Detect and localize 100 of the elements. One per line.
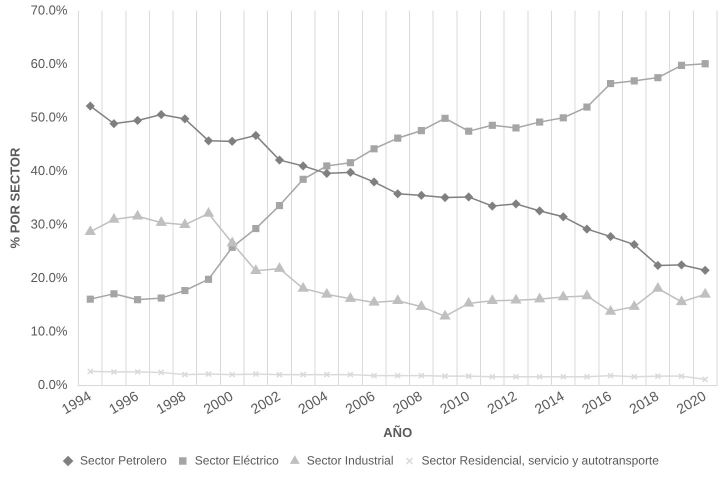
point: [180, 219, 190, 228]
point: [180, 114, 190, 124]
x-tick-label: 2010: [437, 388, 472, 418]
point: [300, 371, 306, 378]
point: [512, 373, 520, 380]
y-axis-title: % POR SECTOR: [7, 146, 22, 248]
point: [204, 276, 212, 283]
point: [156, 110, 166, 119]
point: [346, 159, 354, 166]
y-tick-label: 40.0%: [30, 162, 68, 178]
point: [630, 240, 638, 249]
point: [629, 300, 640, 310]
point: [488, 202, 497, 210]
point: [560, 114, 567, 122]
point: [394, 372, 401, 379]
point: [181, 287, 188, 294]
y-tick-label: 50.0%: [30, 109, 68, 124]
point: [536, 118, 544, 126]
point: [465, 128, 472, 135]
point: [678, 62, 686, 69]
point: [606, 232, 615, 241]
y-tick-label: 10.0%: [30, 323, 68, 338]
point: [512, 124, 520, 132]
point: [464, 192, 473, 202]
point: [630, 77, 638, 84]
x-tick-label: 2004: [295, 388, 330, 418]
point: [252, 370, 260, 378]
point: [110, 119, 118, 128]
point: [228, 371, 236, 378]
point: [605, 306, 616, 315]
point: [440, 310, 450, 320]
point: [347, 371, 354, 378]
point: [442, 372, 448, 380]
point: [489, 373, 496, 380]
x-tick-label: 2000: [200, 388, 236, 418]
x-axis-title: AÑO: [383, 424, 412, 440]
point: [393, 190, 402, 198]
point: [441, 114, 449, 122]
point: [227, 237, 238, 246]
point: [298, 162, 308, 170]
y-tick-label: 60.0%: [30, 56, 68, 71]
point: [584, 373, 590, 380]
point: [654, 261, 662, 270]
x-tick-label: 2016: [579, 388, 614, 418]
point: [345, 292, 356, 302]
point: [464, 298, 474, 307]
x-tick-label: 2008: [390, 388, 425, 418]
point: [370, 178, 378, 186]
legend-label: Sector Petrolero: [80, 453, 168, 468]
point: [631, 373, 638, 380]
point: [275, 156, 284, 164]
legend-label: Sector Eléctrico: [194, 453, 280, 468]
x-tick-label: 1996: [106, 388, 142, 418]
point: [512, 200, 520, 208]
point: [700, 266, 710, 275]
point: [370, 372, 378, 379]
point: [276, 371, 283, 378]
point: [558, 291, 568, 300]
point: [654, 74, 662, 82]
point: [488, 122, 496, 129]
point: [510, 294, 522, 304]
point: [322, 169, 332, 178]
point: [85, 226, 96, 235]
point: [252, 131, 260, 140]
point: [535, 206, 544, 216]
point: [203, 208, 214, 217]
x-tick-label: 2006: [342, 388, 378, 418]
point: [250, 265, 261, 274]
point: [418, 372, 425, 379]
y-tick-label: 20.0%: [30, 270, 68, 285]
x-tick-label: 2018: [626, 388, 662, 418]
point: [158, 294, 165, 302]
point: [132, 210, 143, 220]
point: [583, 104, 591, 111]
point: [654, 372, 662, 380]
point: [700, 288, 710, 298]
point: [560, 373, 567, 380]
point: [465, 372, 472, 380]
point: [702, 60, 709, 68]
point: [252, 224, 260, 232]
point: [536, 373, 543, 380]
point: [702, 376, 708, 383]
point: [582, 290, 592, 300]
point: [156, 216, 166, 226]
point: [182, 371, 188, 378]
point: [86, 296, 94, 303]
x-tick-label: 1998: [153, 388, 188, 418]
point: [205, 370, 212, 378]
point: [394, 134, 402, 142]
point: [274, 262, 285, 272]
point: [607, 372, 614, 379]
point: [607, 80, 614, 88]
legend-label: Sector Residencial, servicio y autotransporte: [422, 453, 660, 468]
point: [416, 300, 426, 310]
point: [418, 127, 425, 134]
point: [134, 296, 142, 304]
point: [652, 282, 663, 292]
point: [87, 368, 94, 375]
x-tick-label: 2012: [484, 388, 520, 418]
point: [133, 116, 142, 125]
